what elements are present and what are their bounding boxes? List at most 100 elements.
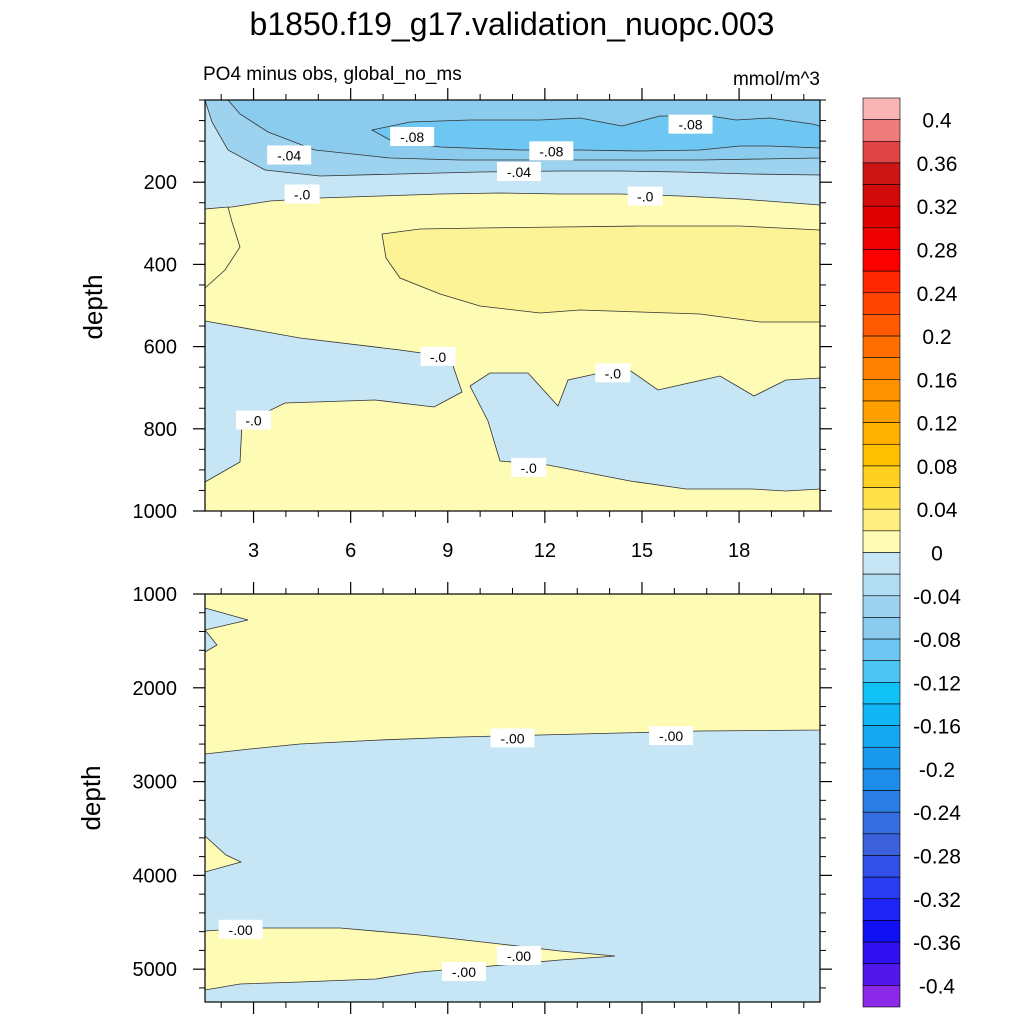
top-x-ticks: 3 6 9 12 15 18 [220,88,805,562]
top-fill-negative-core [370,115,820,152]
colorbar-box [862,465,901,488]
top-y-ticks: 200 400 600 800 1000 [133,99,832,523]
colorbar-tick-label: 0 [931,543,943,566]
colorbar-box [862,335,901,359]
top-y-tick-label: 1000 [133,501,178,523]
top-contour-label-bg [284,184,320,204]
top-fill-negative-lower-right [469,368,820,492]
top-x-tick-label: 18 [728,540,750,562]
colorbar-box [862,530,901,553]
top-contour-label-bg [529,141,574,161]
colorbar [862,97,901,1008]
colorbar-box [862,422,901,445]
bottom-fill-positive-left-wedge [205,835,243,873]
bottom-contour-label-text: -.00 [229,922,253,938]
colorbar-box [862,379,901,402]
top-contour-label-text: -.08 [678,117,702,133]
top-contour-label-text: -.0 [430,349,447,365]
top-contour-label-bg [267,145,312,165]
colorbar-box [862,746,901,770]
colorbar-tick-label: 0.04 [917,499,958,522]
top-left-label: PO4 minus obs, global_no_ms [203,64,462,85]
top-contour-labels: -.08 -.08 -.08 -.04 -.04 -.0 -.0 -.0 -.0 -.0 -.0 [236,114,713,477]
colorbar-box [862,487,901,510]
colorbar-tick-label: 0.12 [917,413,958,436]
colorbar-box [862,703,901,726]
top-contour-label: -.0 [511,457,547,477]
colorbar-tick-label: 0.2 [922,326,951,349]
colorbar-box [862,941,901,965]
colorbar-tick-label: -0.04 [913,586,961,609]
bottom-contour-label: -.00 [441,961,486,981]
top-contour-label: -.0 [595,363,631,383]
colorbar-box [862,638,901,662]
colorbar-box [862,855,901,878]
top-contour-label-bg [420,346,456,366]
colorbar-box [862,595,901,618]
colorbar-box [862,227,901,250]
colorbar-tick-label: 0.24 [917,283,958,306]
top-contour-label: -.04 [267,145,312,165]
colorbar-tick-label: 0.4 [922,110,952,133]
top-contour-label: -.0 [627,186,663,206]
top-y-tick-label: 200 [144,172,177,194]
top-x-tick-label: 9 [442,540,453,562]
bottom-contour-label: -.00 [496,946,541,966]
bottom-contour-label-bg [496,946,541,966]
top-x-tick-label: 6 [345,540,356,562]
colorbar-tick-label: -0.08 [913,629,961,652]
bottom-y-ticks: 1000 2000 3000 4000 5000 [133,584,832,989]
top-contour-label-bg [511,457,547,477]
colorbar-box [862,920,901,943]
bottom-contour-label-text: -.00 [659,728,683,744]
bottom-contour-label-bg [649,726,694,746]
bottom-y-axis-label: depth [76,765,106,830]
top-contour-label: -.0 [284,184,320,204]
colorbar-box [862,660,901,683]
bottom-y-tick-label: 3000 [133,772,178,794]
colorbar-tick-label: -0.36 [913,932,961,955]
colorbar-box [862,357,901,380]
colorbar-tick-label: -0.4 [919,975,956,998]
top-contour-label: -.04 [496,161,541,181]
colorbar-box [862,963,901,986]
bottom-contour-label: -.00 [490,728,535,748]
top-x-tick-label: 12 [534,540,556,562]
top-contour-label-bg [390,126,435,146]
top-fill-negative-mid-depth [205,320,463,483]
top-contour-label-text: -.08 [539,143,563,159]
colorbar-box [862,682,901,705]
bottom-contour-label-text: -.00 [507,948,531,964]
colorbar-tick-label: 0.28 [917,240,958,263]
colorbar-box [862,508,901,532]
top-contour-label-text: -.04 [277,147,301,163]
colorbar-box [862,140,901,164]
colorbar-tick-label: -0.2 [919,759,955,782]
top-fill-positive-left-lobe [205,206,241,289]
colorbar-box [862,876,901,900]
bottom-contour-label-bg [490,728,535,748]
top-y-tick-label: 400 [144,254,177,276]
colorbar-box [862,249,901,272]
top-contour-label: -.08 [668,114,713,134]
top-contour-label: -.0 [420,346,456,366]
top-y-tick-label: 600 [144,337,177,359]
colorbar-tick-label: 0.32 [917,196,958,219]
colorbar-box [862,573,901,597]
bottom-contour-label-text: -.00 [500,730,524,746]
bottom-y-tick-label: 4000 [133,865,178,887]
colorbar-box [862,443,901,467]
colorbar-box [862,617,901,640]
bottom-contour-label-bg [218,919,263,939]
top-contour-label-bg [496,161,541,181]
colorbar-tick-label: -0.32 [913,889,961,912]
top-contour-label: -.08 [529,141,574,161]
colorbar-box [862,314,901,337]
bottom-x-ticks [220,582,805,1014]
units-label: mmol/m^3 [733,69,820,90]
figure-title: b1850.f19_g17.validation_nuopc.003 [250,6,775,42]
colorbar-tick-label: 0.16 [917,369,958,392]
colorbar-box [862,768,901,791]
top-contour-label: -.08 [390,126,435,146]
